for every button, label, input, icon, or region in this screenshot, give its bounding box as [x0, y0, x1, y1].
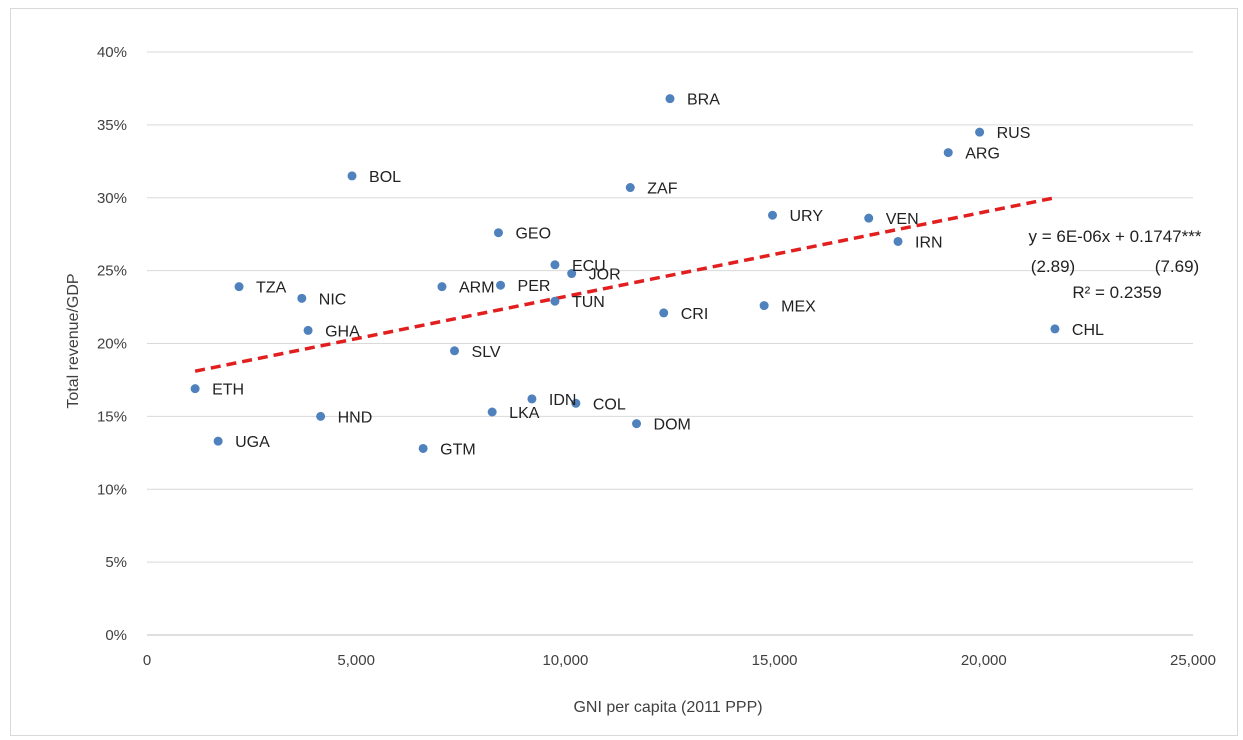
trendline: [194, 196, 1056, 373]
point-dom: [632, 419, 642, 429]
point-ecu: [550, 260, 560, 270]
gridlines: [147, 51, 1193, 563]
point-arg: [943, 148, 953, 158]
point-label-mex: MEX: [781, 299, 816, 316]
point-label-bol: BOL: [369, 169, 401, 186]
point-eth: [190, 384, 200, 394]
point-label-jor: JOR: [589, 267, 621, 284]
point-label-ury: URY: [790, 208, 824, 225]
point-label-geo: GEO: [515, 226, 551, 243]
y-tick-label: 25%: [97, 263, 127, 280]
point-label-ecu: ECU: [572, 258, 606, 275]
point-label-gtm: GTM: [440, 441, 476, 458]
y-tick-label: 5%: [105, 554, 127, 571]
y-axis-title: Total revenue/GDP: [65, 273, 82, 408]
point-label-zaf: ZAF: [647, 181, 677, 198]
point-label-gha: GHA: [325, 323, 360, 340]
r-squared: R² = 0.2359: [1072, 283, 1161, 302]
x-tick-label: 25,000: [1170, 652, 1216, 669]
point-col: [571, 398, 581, 408]
x-tick-label: 20,000: [961, 652, 1007, 669]
point-bra: [665, 94, 675, 104]
point-label-cri: CRI: [681, 306, 709, 323]
point-nic: [297, 293, 307, 303]
point-zaf: [625, 183, 635, 193]
y-tick-label: 20%: [97, 336, 127, 353]
point-hnd: [316, 411, 326, 421]
point-label-rus: RUS: [997, 125, 1031, 142]
point-label-arg: ARG: [965, 146, 1000, 163]
y-tick-label: 10%: [97, 481, 127, 498]
point-lka: [487, 407, 497, 417]
chart-frame: [10, 8, 1238, 736]
t-stat-slope: (2.89): [1031, 257, 1075, 276]
point-label-arm: ARM: [459, 280, 495, 297]
point-mex: [759, 301, 769, 311]
point-label-chl: CHL: [1072, 322, 1104, 339]
regression-equation: y = 6E-06x + 0.1747***: [1029, 227, 1202, 246]
y-tick-label: 30%: [97, 190, 127, 207]
point-label-nic: NIC: [319, 291, 347, 308]
point-jor: [567, 269, 577, 279]
point-cri: [659, 308, 669, 318]
point-geo: [493, 228, 503, 238]
point-irn: [893, 236, 903, 246]
point-label-dom: DOM: [654, 417, 691, 434]
point-gtm: [418, 443, 428, 453]
x-tick-label: 10,000: [542, 652, 588, 669]
point-label-eth: ETH: [212, 382, 244, 399]
x-tick-label: 0: [143, 652, 151, 669]
y-tick-label: 0%: [105, 627, 127, 644]
point-label-per: PER: [518, 278, 551, 295]
point-chl: [1050, 324, 1060, 334]
point-per: [496, 280, 506, 290]
x-tick-label: 15,000: [752, 652, 798, 669]
x-axis-title: GNI per capita (2011 PPP): [573, 699, 762, 716]
points-group: [190, 94, 1060, 453]
point-label-slv: SLV: [472, 344, 501, 361]
point-label-bra: BRA: [687, 92, 720, 109]
x-tick-label: 5,000: [337, 652, 375, 669]
axes: 0% 5% 10% 15% 20% 25% 30% 35% 40% 0 5,000 10,000 15,…: [97, 44, 1216, 669]
point-tza: [234, 282, 244, 292]
point-ury: [768, 210, 778, 220]
point-slv: [450, 346, 460, 356]
point-label-uga: UGA: [235, 434, 270, 451]
point-label-tza: TZA: [256, 280, 287, 297]
point-uga: [213, 436, 223, 446]
point-label-col: COL: [593, 396, 626, 413]
y-tick-label: 40%: [97, 44, 127, 61]
trendline-group: [194, 196, 1056, 373]
point-bol: [347, 171, 357, 181]
t-stat-intercept: (7.69): [1155, 257, 1199, 276]
point-label-irn: IRN: [915, 234, 943, 251]
point-idn: [527, 394, 537, 404]
point-label-ven: VEN: [886, 211, 919, 228]
y-tick-label: 35%: [97, 117, 127, 134]
point-label-idn: IDN: [549, 392, 577, 409]
point-gha: [303, 325, 313, 335]
point-arm: [437, 282, 447, 292]
point-label-lka: LKA: [509, 405, 540, 422]
point-tun: [550, 296, 560, 306]
y-tick-label: 15%: [97, 408, 127, 425]
point-rus: [975, 127, 985, 137]
point-ven: [864, 213, 874, 223]
point-label-hnd: HND: [338, 409, 373, 426]
point-label-tun: TUN: [572, 294, 605, 311]
